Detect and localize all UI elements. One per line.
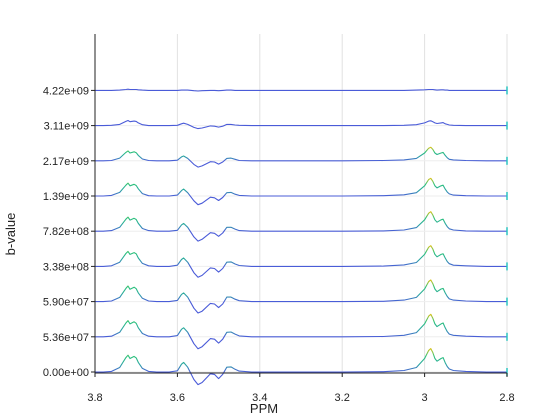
y-tick-label: 0.00e+00 [43,367,89,379]
y-tick-label: 7.82e+08 [43,226,89,238]
x-tick-label: 2.8 [499,392,514,404]
gridlines [94,34,508,373]
x-tick-label: 3.4 [252,392,267,404]
x-tick-label: 3.2 [335,392,350,404]
spectrum-line [95,313,507,350]
spectrum-line [95,177,507,206]
spectrum-line [95,146,507,168]
spectrum-line [95,245,507,278]
y-tick-label: 4.22e+09 [43,85,89,97]
y-axis-label: b-value [3,213,18,256]
y-tick-label: 5.90e+07 [43,297,89,309]
y-tick-label: 3.38e+08 [43,261,89,273]
y-tick-labels: 0.00e+00 5.36e+07 5.90e+07 3.38e+08 7.82e+08… [43,85,95,379]
y-tick-label: 5.36e+07 [43,332,89,344]
spectrum-line [95,88,507,92]
x-tick-label: 3.6 [170,392,185,404]
spectrum-line [95,279,507,314]
spectrum-line [95,211,507,242]
x-tick-label: 3.8 [87,392,102,404]
x-axis-label: PPM [250,401,278,416]
y-tick-label: 2.17e+09 [43,156,89,168]
spectrum-line [95,119,507,130]
y-tick-label: 1.39e+09 [43,191,89,203]
spectrum-line [95,348,507,386]
x-tick-label: 3 [422,392,428,404]
x-tick-labels: 3.8 3.6 3.4 3.2 3 2.8 [87,373,515,404]
spectra-traces [95,86,508,386]
y-tick-label: 3.11e+09 [44,121,89,133]
